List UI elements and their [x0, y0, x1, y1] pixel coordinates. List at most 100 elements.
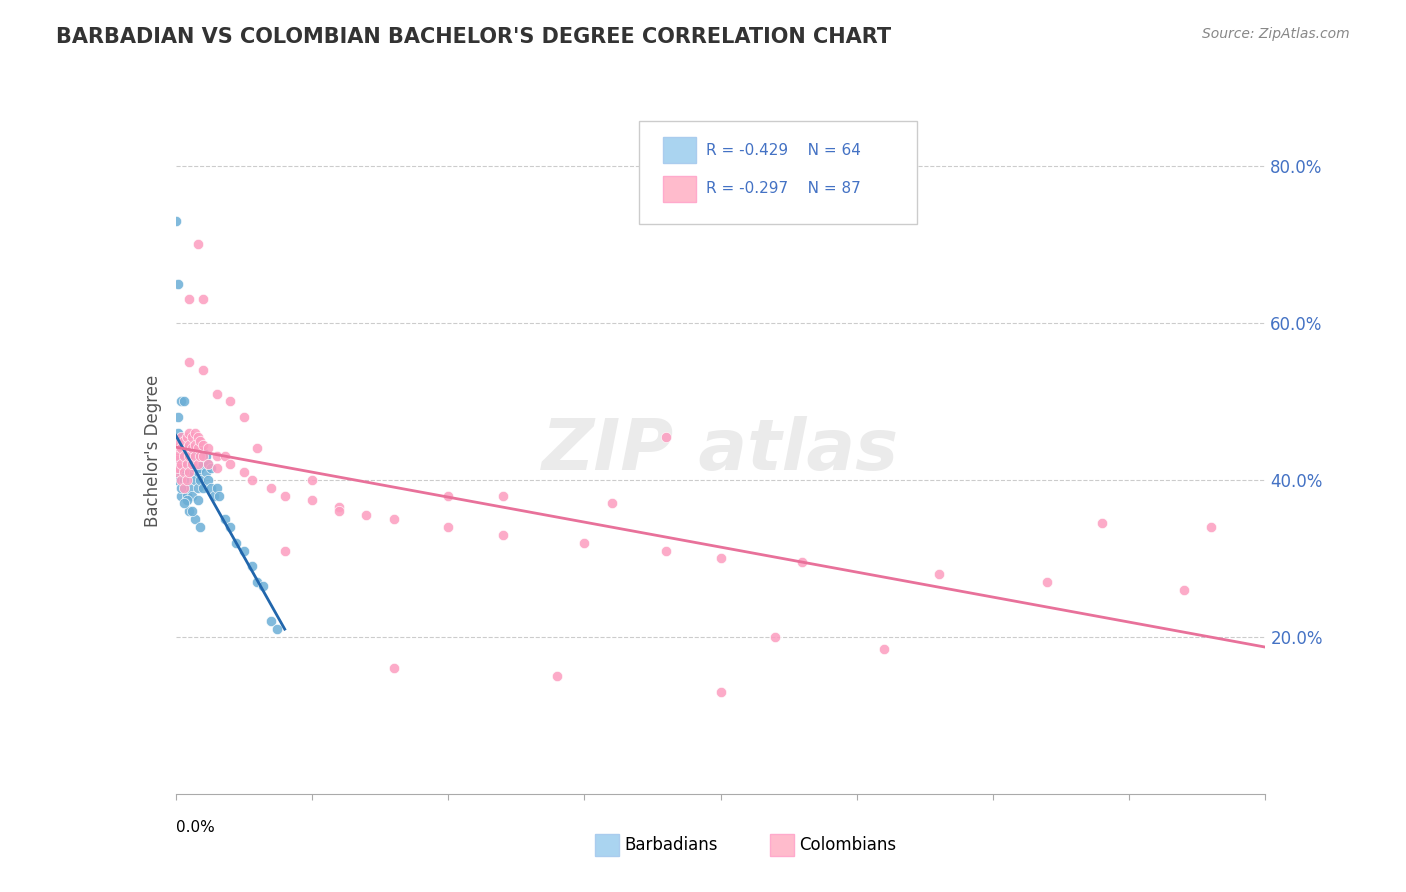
Point — [184, 512, 207, 526]
Point — [266, 622, 288, 636]
Point — [179, 425, 201, 440]
Point — [232, 410, 254, 425]
Point — [219, 394, 242, 409]
Point — [179, 450, 201, 464]
Point — [181, 453, 204, 467]
Point — [184, 437, 207, 451]
Point — [301, 492, 323, 507]
Point — [167, 410, 190, 425]
Point — [191, 457, 214, 471]
Point — [165, 445, 187, 459]
Point — [437, 489, 460, 503]
Point — [170, 430, 193, 444]
Point — [188, 520, 211, 534]
Point — [165, 465, 187, 479]
Point — [191, 450, 214, 464]
Point — [170, 473, 193, 487]
Point — [173, 394, 195, 409]
Point — [165, 445, 187, 459]
Point — [181, 430, 204, 444]
Point — [710, 685, 733, 699]
Point — [176, 473, 198, 487]
Point — [205, 461, 228, 475]
Point — [173, 496, 195, 510]
Bar — [662, 137, 696, 163]
Text: R = -0.297    N = 87: R = -0.297 N = 87 — [706, 181, 860, 196]
Point — [186, 457, 209, 471]
Point — [184, 473, 207, 487]
Point — [205, 481, 228, 495]
Point — [356, 508, 378, 523]
Point — [655, 543, 678, 558]
Point — [792, 555, 814, 569]
Point — [173, 481, 195, 495]
Y-axis label: Bachelor's Degree: Bachelor's Degree — [143, 375, 162, 526]
Point — [186, 430, 209, 444]
Point — [176, 489, 198, 503]
Point — [181, 442, 204, 456]
Point — [170, 465, 193, 479]
Point — [194, 450, 217, 464]
Point — [176, 457, 198, 471]
Point — [600, 496, 623, 510]
Point — [176, 457, 198, 471]
Point — [219, 457, 242, 471]
Point — [170, 450, 193, 464]
Point — [165, 214, 187, 228]
Point — [170, 489, 193, 503]
Point — [873, 641, 896, 656]
Point — [184, 425, 207, 440]
Text: Source: ZipAtlas.com: Source: ZipAtlas.com — [1202, 27, 1350, 41]
Point — [252, 579, 274, 593]
Point — [179, 293, 201, 307]
Point — [165, 465, 187, 479]
Point — [1036, 574, 1059, 589]
Point — [1199, 520, 1222, 534]
Point — [197, 457, 219, 471]
Point — [225, 535, 247, 549]
FancyBboxPatch shape — [638, 120, 917, 224]
Point — [219, 520, 242, 534]
Point — [167, 425, 190, 440]
Point — [200, 481, 222, 495]
Point — [232, 465, 254, 479]
Point — [165, 453, 187, 467]
Point — [179, 465, 201, 479]
Point — [240, 559, 263, 574]
Text: 0.0%: 0.0% — [176, 820, 215, 835]
Point — [197, 473, 219, 487]
Point — [191, 481, 214, 495]
Point — [179, 465, 201, 479]
Text: Barbadians: Barbadians — [624, 837, 718, 855]
Point — [214, 512, 236, 526]
Point — [191, 445, 214, 459]
Point — [188, 473, 211, 487]
Point — [188, 450, 211, 464]
Point — [205, 450, 228, 464]
Point — [437, 520, 460, 534]
Point — [181, 457, 204, 471]
Point — [170, 457, 193, 471]
Point — [173, 442, 195, 456]
Point — [186, 492, 209, 507]
Point — [167, 461, 190, 475]
Point — [186, 481, 209, 495]
Point — [170, 394, 193, 409]
Point — [191, 363, 214, 377]
Point — [176, 430, 198, 444]
Point — [214, 450, 236, 464]
Point — [197, 442, 219, 456]
Point — [184, 450, 207, 464]
Text: Colombians: Colombians — [799, 837, 896, 855]
Point — [170, 442, 193, 456]
Point — [260, 614, 283, 628]
Point — [710, 551, 733, 566]
Point — [176, 442, 198, 456]
Point — [186, 442, 209, 456]
Point — [167, 434, 190, 448]
Point — [179, 437, 201, 451]
Point — [328, 500, 350, 515]
Text: R = -0.429    N = 64: R = -0.429 N = 64 — [706, 143, 862, 158]
Point — [188, 434, 211, 448]
Point — [328, 504, 350, 518]
